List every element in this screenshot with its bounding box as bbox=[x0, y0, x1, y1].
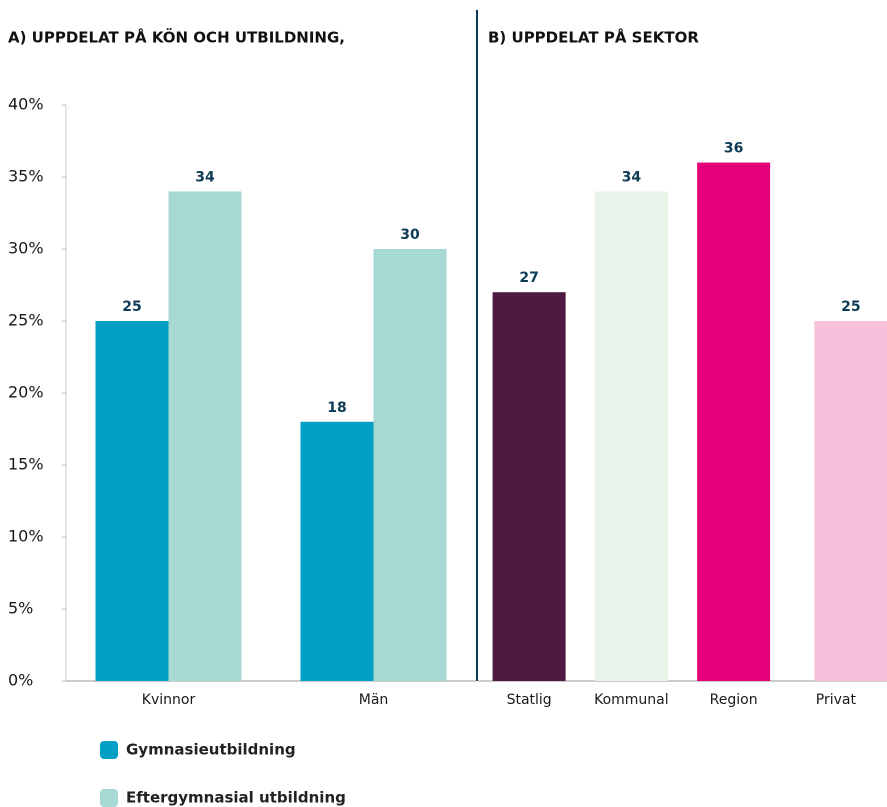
bar bbox=[492, 292, 566, 681]
x-tick-label: Statlig bbox=[507, 692, 552, 708]
legend-label: Gymnasieutbildning bbox=[126, 741, 296, 759]
y-tick-label: 15% bbox=[8, 455, 44, 474]
value-label: 34 bbox=[622, 169, 642, 185]
y-tick-label: 0% bbox=[8, 671, 33, 690]
panel-title: A) UPPDELAT PÅ KÖN OCH UTBILDNING, bbox=[8, 28, 345, 47]
value-label: 34 bbox=[195, 169, 215, 185]
value-label: 30 bbox=[400, 227, 420, 243]
x-tick-label: Kommunal bbox=[594, 692, 669, 708]
bar bbox=[168, 191, 242, 681]
bar bbox=[373, 249, 447, 681]
x-tick-label: Privat bbox=[816, 692, 857, 708]
value-label: 18 bbox=[327, 400, 346, 416]
legend-label: Eftergymnasial utbildning bbox=[126, 789, 346, 807]
value-label: 27 bbox=[519, 270, 538, 286]
value-label: 25 bbox=[841, 299, 860, 315]
bar bbox=[697, 162, 771, 682]
legend-swatch bbox=[100, 741, 118, 759]
y-tick-label: 40% bbox=[8, 95, 44, 114]
y-tick-label: 35% bbox=[8, 167, 44, 186]
bar bbox=[95, 321, 169, 681]
value-label: 36 bbox=[724, 141, 743, 157]
bar bbox=[814, 321, 887, 681]
x-tick-label: Män bbox=[359, 692, 389, 708]
x-tick-label: Region bbox=[710, 692, 758, 708]
y-tick-label: 30% bbox=[8, 239, 44, 258]
y-tick-label: 10% bbox=[8, 527, 44, 546]
y-tick-label: 5% bbox=[8, 599, 33, 618]
y-tick-label: 20% bbox=[8, 383, 44, 402]
value-label: 25 bbox=[122, 299, 141, 315]
legend-swatch bbox=[100, 789, 118, 807]
bar bbox=[300, 421, 374, 681]
x-tick-label: Kvinnor bbox=[142, 692, 196, 708]
y-tick-label: 25% bbox=[8, 311, 44, 330]
bar bbox=[594, 191, 668, 681]
panel-title: B) UPPDELAT PÅ SEKTOR bbox=[488, 28, 699, 47]
